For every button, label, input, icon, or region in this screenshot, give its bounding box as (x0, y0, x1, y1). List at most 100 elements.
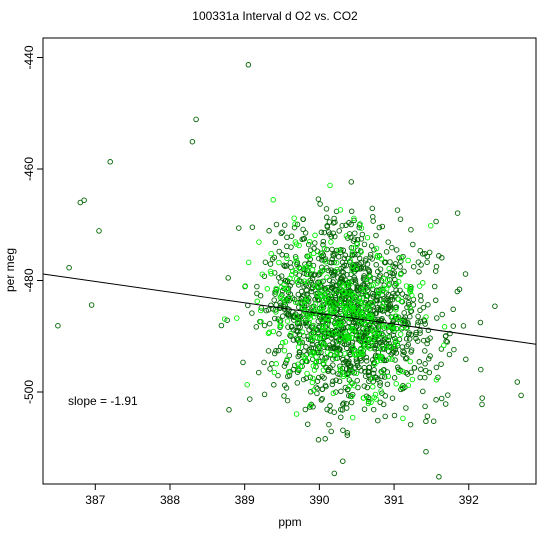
scatter-point (439, 311, 445, 318)
scatter-point (358, 368, 364, 374)
scatter-point (303, 298, 310, 305)
scatter-point (267, 366, 273, 372)
scatter-point (338, 276, 344, 282)
scatter-point (374, 253, 380, 259)
scatter-point (375, 290, 382, 297)
scatter-point (291, 215, 297, 221)
y-tick-label: -500 (22, 380, 36, 404)
scatter-point (318, 294, 324, 300)
scatter-point (403, 355, 409, 362)
scatter-point (279, 229, 286, 235)
scatter-point (381, 295, 387, 302)
scatter-point (338, 320, 345, 327)
scatter-point (450, 323, 457, 329)
scatter-point (362, 310, 369, 317)
scatter-point (271, 254, 278, 261)
scatter-point (426, 249, 433, 256)
scatter-point (350, 344, 356, 351)
scatter-point (367, 331, 373, 338)
scatter-point (225, 275, 231, 281)
scatter-point (293, 276, 300, 282)
scatter-point (312, 301, 319, 307)
scatter-point (253, 324, 260, 330)
scatter-point (370, 213, 376, 220)
scatter-point (332, 219, 338, 225)
scatter-point (368, 339, 375, 345)
scatter-point (370, 384, 376, 390)
scatter-point (304, 279, 311, 285)
scatter-point (375, 417, 381, 424)
scatter-point (307, 271, 314, 278)
scatter-point (394, 290, 400, 297)
scatter-point (276, 331, 282, 337)
scatter-point (309, 266, 316, 273)
scatter-point (308, 305, 315, 311)
scatter-point (354, 377, 360, 384)
scatter-point (425, 327, 432, 334)
scatter-point (374, 342, 381, 349)
scatter-point (285, 369, 292, 375)
scatter-point (318, 229, 325, 236)
scatter-point (81, 197, 87, 203)
scatter-point (293, 255, 299, 262)
scatter-point (365, 266, 371, 273)
scatter-point (308, 288, 315, 295)
scatter-point (342, 302, 348, 309)
scatter-point (332, 302, 338, 308)
scatter-point (294, 380, 301, 386)
scatter-point (273, 221, 280, 228)
scatter-point (319, 308, 326, 314)
scatter-point (189, 138, 196, 145)
scatter-point (292, 221, 298, 227)
scatter-point (337, 330, 343, 337)
scatter-point (266, 228, 272, 234)
scatter-point (295, 336, 302, 343)
scatter-point (418, 297, 424, 304)
scatter-point (298, 266, 304, 272)
slope-annotation: slope = -1.91 (68, 394, 138, 408)
scatter-point (351, 274, 357, 281)
scatter-point (320, 334, 326, 341)
scatter-point (424, 259, 430, 265)
scatter-point (275, 372, 281, 379)
scatter-point (399, 318, 406, 325)
scatter-point (370, 218, 376, 224)
scatter-point (432, 297, 439, 304)
scatter-point (282, 339, 289, 345)
scatter-point (254, 290, 260, 297)
scatter-point (348, 179, 355, 185)
scatter-point (277, 323, 283, 329)
scatter-point (318, 279, 324, 285)
scatter-point (404, 324, 411, 331)
scatter-point (389, 356, 395, 363)
scatter-point (273, 285, 279, 292)
scatter-point (352, 318, 359, 325)
scatter-point (363, 293, 369, 300)
scatter-point (287, 313, 294, 319)
scatter-point (407, 283, 413, 290)
scatter-point (316, 348, 323, 354)
scatter-point (428, 222, 434, 229)
scatter-point (319, 386, 326, 392)
scatter-point (321, 229, 328, 236)
scatter-point (300, 316, 307, 322)
scatter-point (369, 375, 376, 381)
scatter-point (344, 432, 351, 438)
scatter-point (355, 322, 362, 328)
x-tick-label: 388 (160, 493, 180, 507)
scatter-point (381, 276, 387, 282)
scatter-point (392, 264, 398, 270)
scatter-point (441, 342, 447, 349)
scatter-point (403, 283, 410, 289)
scatter-point (376, 224, 383, 231)
scatter-point (397, 271, 404, 278)
scatter-point (335, 269, 341, 275)
scatter-point (261, 359, 267, 366)
scatter-point (380, 323, 387, 329)
scatter-point (322, 382, 329, 389)
scatter-point (518, 392, 524, 399)
scatter-point (443, 338, 449, 345)
scatter-point (344, 292, 350, 298)
scatter-point (292, 299, 299, 306)
scatter-point (361, 273, 367, 279)
